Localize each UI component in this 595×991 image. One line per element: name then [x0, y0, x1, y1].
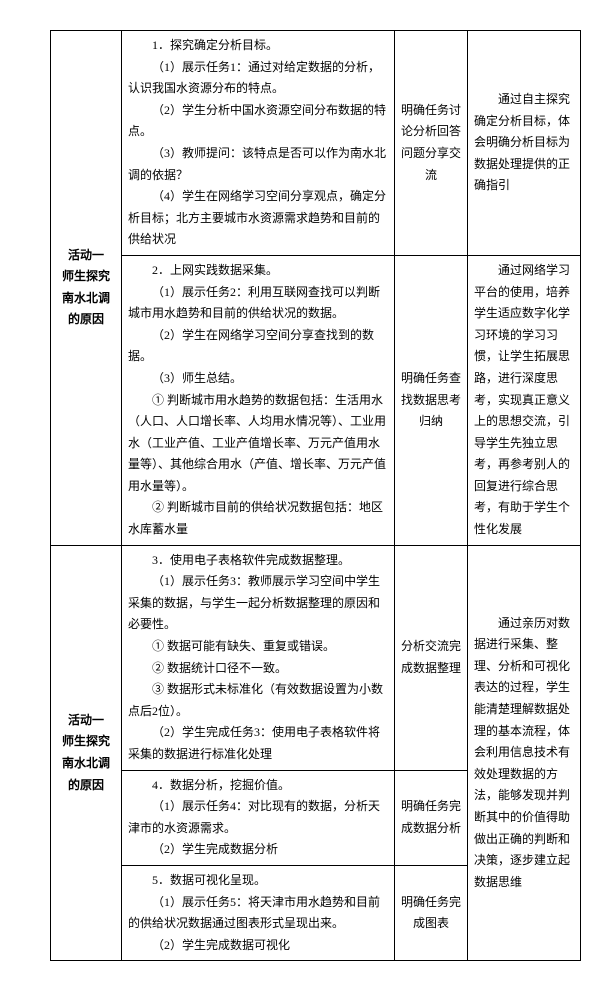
- content-block-1: 1．探究确定分析目标。 （1）展示任务1：通过对给定数据的分析，认识我国水资源分…: [122, 31, 395, 256]
- content-block-2: 2．上网实践数据采集。 （1）展示任务2：利用互联网查找可以判断城市用水趋势和目…: [122, 255, 395, 545]
- content-block-3: 3．使用电子表格软件完成数据整理。 （1）展示任务3：教师展示学习空间中学生采集…: [122, 545, 395, 770]
- activity-label-2: 活动一 师生探究南水北调的原因: [51, 545, 122, 961]
- student-action-3: 分析交流完成数据整理: [395, 545, 468, 770]
- content-block-4: 4．数据分析，挖掘价值。 （1）展示任务4：对比现有的数据，分析天津市的水资源需…: [122, 770, 395, 865]
- student-action-1: 明确任务讨论分析回答问题分享交流: [395, 31, 468, 256]
- student-action-2: 明确任务查找数据思考归纳: [395, 255, 468, 545]
- student-action-5: 明确任务完成图表: [395, 865, 468, 960]
- design-intent-1: 通过自主探究确定分析目标，体会明确分析目标为数据处理提供的正确指引: [468, 31, 581, 256]
- lesson-plan-table: 活动一 师生探究南水北调的原因 1．探究确定分析目标。 （1）展示任务1：通过对…: [50, 30, 581, 961]
- design-intent-2: 通过网络学习平台的使用，培养学生适应数字化学习环境的学习习惯，让学生拓展思路，进…: [468, 255, 581, 545]
- content-block-5: 5．数据可视化呈现。 （1）展示任务5：将天津市用水趋势和目前的供给状况数据通过…: [122, 865, 395, 960]
- activity-label-1: 活动一 师生探究南水北调的原因: [51, 31, 122, 546]
- student-action-4: 明确任务完成数据分析: [395, 770, 468, 865]
- design-intent-3: 通过亲历对数据进行采集、整理、分析和可视化表达的过程，学生能清楚理解数据处理的基…: [468, 545, 581, 961]
